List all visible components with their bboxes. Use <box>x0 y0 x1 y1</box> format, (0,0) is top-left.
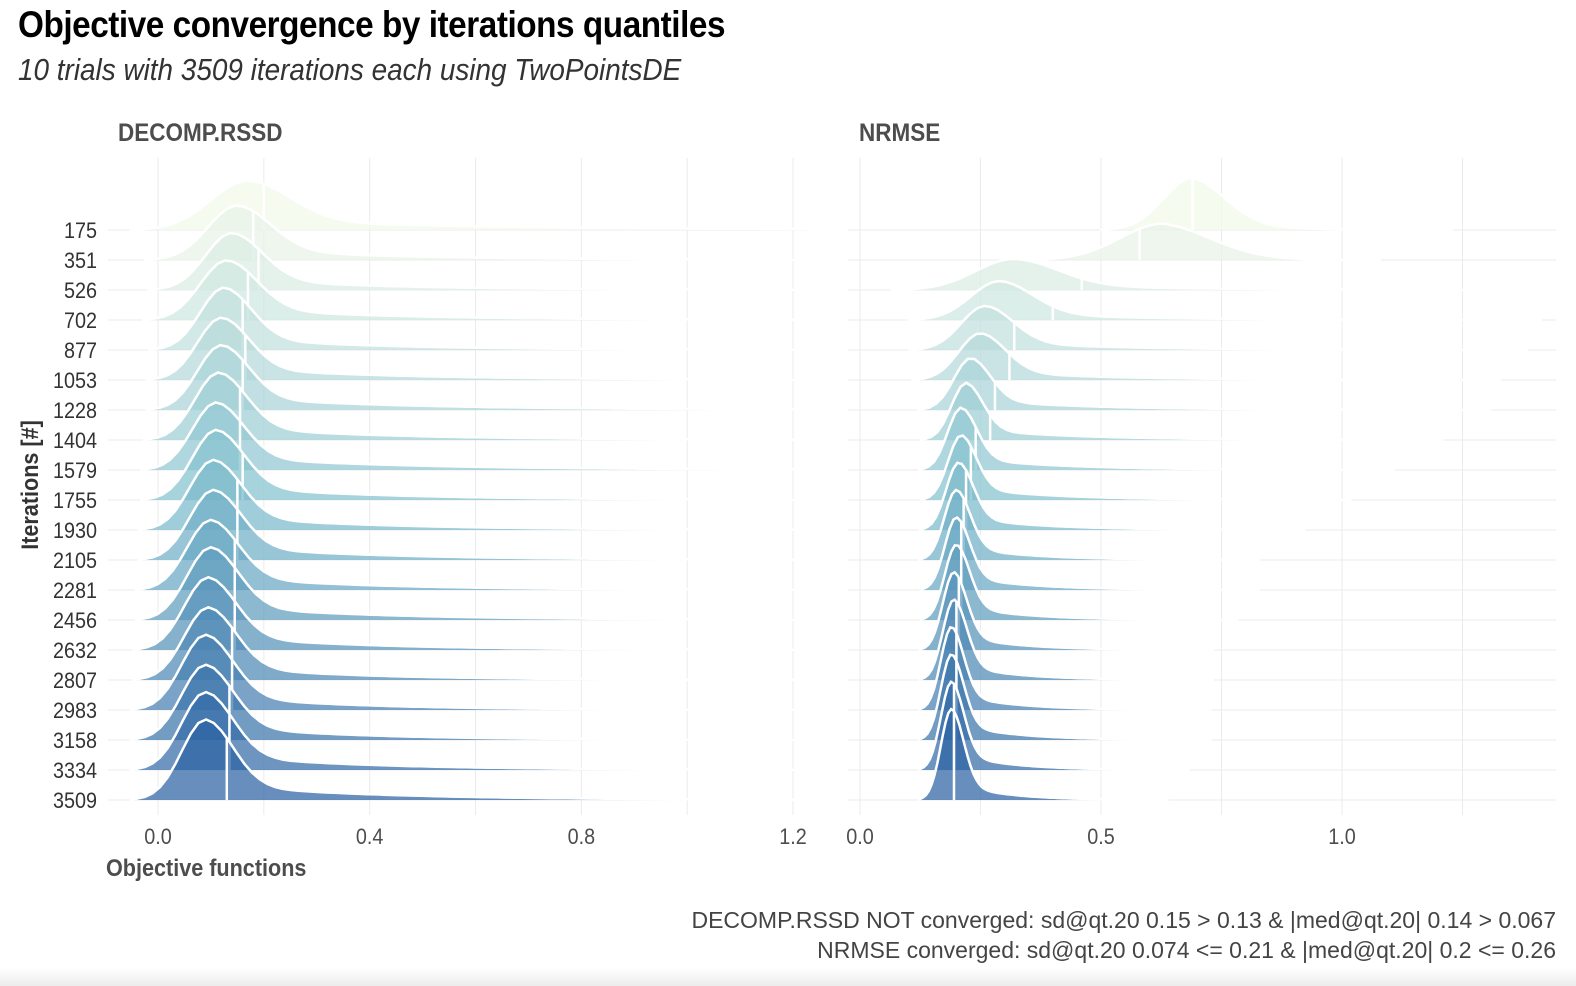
ridge-fill <box>129 180 820 230</box>
ridge-outline <box>129 718 820 801</box>
ridge-outline <box>139 401 820 471</box>
ridge-outline <box>134 545 820 621</box>
ridge-3509 <box>917 707 1169 802</box>
x-tick-label: 0.4 <box>356 825 384 849</box>
caption-line-nrmse: NRMSE converged: sd@qt.20 0.074 <= 0.21 … <box>817 937 1556 963</box>
ridge-outline <box>919 381 1444 442</box>
ridge-outline <box>131 575 820 652</box>
y-tick-label: 877 <box>64 339 97 363</box>
bottom-bar <box>0 968 1576 986</box>
ridge-outline <box>908 304 1528 352</box>
ridge-outline <box>918 461 1306 532</box>
x-axis-title: Objective functions <box>106 854 306 881</box>
ridge-526 <box>890 257 1559 292</box>
ridge-outline <box>917 707 1169 802</box>
y-tick-label: 702 <box>64 309 97 333</box>
ridge-outline <box>129 663 820 742</box>
ridge-outline <box>917 625 1212 712</box>
x-tick-label: 1.0 <box>1328 825 1356 849</box>
ridge-fill <box>917 709 1169 800</box>
y-tick-label: 526 <box>64 279 97 303</box>
y-tick-label: 3509 <box>53 789 97 813</box>
ridge-fill <box>890 259 1559 290</box>
axes-layer: 175 351 526 702 877 1053 1228 1404 1579 1755 1930 2… <box>16 119 1356 881</box>
ridge-3509 <box>129 718 820 801</box>
y-axis-title: Iterations [#] <box>16 420 43 550</box>
ridge-877 <box>908 304 1528 352</box>
ridge-outline <box>919 543 1239 622</box>
y-tick-label: 2281 <box>53 579 97 603</box>
ridge-outline <box>144 204 820 261</box>
ridge-175 <box>1099 176 1453 232</box>
y-tick-label: 351 <box>64 249 97 273</box>
y-tick-label: 3158 <box>53 729 97 753</box>
ridge-outline <box>918 570 1215 652</box>
ridge-outline <box>139 428 820 501</box>
facet-strip-label: DECOMP.RSSD <box>118 119 283 147</box>
ridge-outline <box>890 257 1559 292</box>
y-tick-label: 3334 <box>53 759 97 783</box>
ridge-outline <box>1099 176 1453 232</box>
ridge-fill <box>1100 178 1453 230</box>
y-tick-label: 1579 <box>53 459 97 483</box>
ridge-fill <box>129 719 820 800</box>
x-tick-label: 0.5 <box>1087 825 1115 849</box>
panel-nrmse <box>890 176 1559 802</box>
y-tick-label: 175 <box>64 219 97 243</box>
y-tick-label: 2807 <box>53 669 97 693</box>
x-tick-label: 0.0 <box>846 825 874 849</box>
y-tick-label: 1228 <box>53 399 97 423</box>
y-tick-label: 2632 <box>53 639 97 663</box>
panel-decomp-rssd <box>129 179 820 801</box>
ridge-outline <box>142 259 820 321</box>
y-tick-label: 2456 <box>53 609 97 633</box>
ridge-outline <box>129 690 820 772</box>
y-tick-label: 1404 <box>53 429 97 453</box>
ridge-outline <box>916 357 1492 412</box>
x-tick-label: 1.2 <box>779 825 807 849</box>
ridge-outline <box>145 316 820 381</box>
y-tick-label: 1930 <box>53 519 97 543</box>
ridge-outline <box>137 458 820 531</box>
ridge-outline <box>917 406 1395 472</box>
x-tick-label: 0.0 <box>144 825 172 849</box>
ridge-outline <box>918 598 1215 682</box>
ridge-outline <box>917 488 1261 562</box>
y-tick-label: 2105 <box>53 549 97 573</box>
caption-line-decomp: DECOMP.RSSD NOT converged: sd@qt.20 0.15… <box>691 907 1556 933</box>
ridge-outline <box>907 279 1542 322</box>
ridge-outline <box>917 653 1212 742</box>
x-tick-label: 0.8 <box>568 825 596 849</box>
chart-subtitle: 10 trials with 3509 iterations each usin… <box>18 52 682 87</box>
ridge-outline <box>145 343 820 411</box>
y-tick-label: 2983 <box>53 699 97 723</box>
y-tick-label: 1755 <box>53 489 97 513</box>
ridge-outline <box>134 518 820 592</box>
ridge-outline <box>129 633 820 712</box>
ridge-outline <box>137 488 820 561</box>
ridge-fill <box>1024 223 1381 260</box>
ridge-outline <box>131 605 820 682</box>
ridge-outline <box>917 680 1191 772</box>
ridge-outline <box>147 286 820 352</box>
ridge-outline <box>919 434 1352 502</box>
ridge-outline <box>919 515 1261 592</box>
ridge-outline <box>1024 222 1381 262</box>
y-tick-label: 1053 <box>53 369 97 393</box>
facet-strip-label: NRMSE <box>859 119 940 147</box>
convergence-caption: DECOMP.RSSD NOT converged: sd@qt.20 0.15… <box>691 905 1556 965</box>
ridge-outline <box>142 371 820 441</box>
ridge-351 <box>1024 222 1381 262</box>
chart-title: Objective convergence by iterations quan… <box>18 4 726 45</box>
ridge-outline <box>129 179 820 231</box>
